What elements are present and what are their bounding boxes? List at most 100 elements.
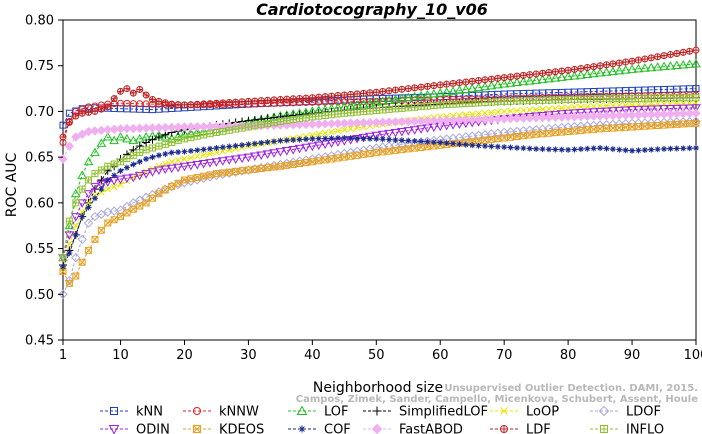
data-point [654, 53, 662, 61]
legend-marker [108, 425, 120, 434]
data-point [174, 156, 182, 164]
data-point [416, 116, 426, 126]
data-point [347, 125, 355, 133]
data-point [462, 78, 470, 86]
data-point [59, 121, 67, 129]
data-point [110, 183, 118, 191]
data-point [78, 109, 86, 117]
data-point [110, 160, 118, 168]
data-point [180, 135, 188, 143]
legend-item-ldof: LDOF [590, 405, 661, 420]
data-point [249, 152, 260, 162]
data-point [443, 80, 451, 88]
data-point [520, 106, 527, 114]
data-point [352, 118, 362, 128]
data-point [290, 136, 297, 143]
data-point [455, 79, 463, 87]
data-point [544, 73, 554, 83]
legend-marker [372, 406, 382, 416]
data-point [149, 194, 157, 202]
data-point [174, 179, 182, 187]
data-point [596, 62, 604, 70]
data-point [501, 144, 508, 151]
data-point [162, 150, 169, 157]
data-point [507, 144, 514, 151]
data-point [206, 100, 214, 108]
data-point [532, 70, 540, 78]
data-point [671, 104, 682, 114]
data-point [301, 119, 311, 130]
data-point [693, 145, 699, 151]
data-point [155, 152, 162, 159]
data-point [441, 115, 452, 126]
data-point [302, 136, 309, 143]
data-point [641, 55, 649, 63]
data-point [526, 131, 534, 139]
data-point [334, 154, 342, 162]
data-point [104, 219, 112, 227]
data-point [187, 147, 194, 154]
data-point [366, 89, 374, 97]
data-point [590, 145, 597, 152]
data-point [595, 111, 605, 121]
data-point [614, 110, 624, 121]
data-point [569, 112, 580, 122]
data-point [205, 159, 215, 168]
data-point [448, 115, 458, 125]
data-point [404, 104, 412, 112]
data-point [161, 140, 169, 148]
data-point [507, 107, 514, 115]
data-point [627, 110, 637, 120]
data-point [461, 115, 471, 125]
data-point [565, 146, 572, 153]
data-point [70, 188, 81, 198]
data-point [532, 106, 540, 113]
data-point [321, 93, 329, 101]
data-point [678, 108, 688, 119]
data-point [224, 156, 235, 165]
data-point [443, 140, 450, 147]
data-point [193, 132, 201, 140]
data-point [665, 105, 676, 114]
data-point [70, 213, 81, 222]
y-axis-label: ROC AUC [4, 152, 20, 217]
data-point [551, 96, 559, 104]
data-point [206, 130, 214, 138]
data-point [264, 120, 272, 128]
data-point [289, 116, 297, 124]
data-point [110, 216, 118, 224]
data-point [392, 136, 399, 143]
data-point [129, 89, 137, 97]
data-point [525, 113, 535, 123]
legend-marker [298, 425, 306, 433]
data-point [601, 107, 612, 117]
data-point [200, 146, 207, 153]
data-point [390, 128, 401, 138]
data-point [609, 60, 617, 68]
data-point [571, 95, 579, 103]
data-point [557, 112, 567, 122]
data-point [454, 115, 465, 125]
data-point [601, 67, 612, 76]
data-point [341, 134, 348, 141]
data-point [193, 100, 201, 108]
data-point [256, 151, 267, 160]
data-point [135, 123, 145, 133]
data-point [244, 166, 252, 174]
data-point [328, 155, 336, 163]
data-point [174, 101, 182, 109]
data-point [366, 107, 374, 115]
data-point [117, 158, 125, 166]
data-point [281, 147, 292, 156]
x-tick-label: 50 [368, 348, 385, 363]
legend-item-fastabod: FastABOD [363, 423, 463, 434]
data-point [314, 119, 324, 129]
data-point [200, 131, 208, 139]
data-point [294, 144, 305, 154]
data-point [646, 62, 657, 72]
legend-marker [110, 407, 118, 415]
data-point [436, 81, 444, 89]
data-point [494, 135, 502, 143]
data-point [315, 93, 323, 101]
data-point [397, 116, 407, 127]
